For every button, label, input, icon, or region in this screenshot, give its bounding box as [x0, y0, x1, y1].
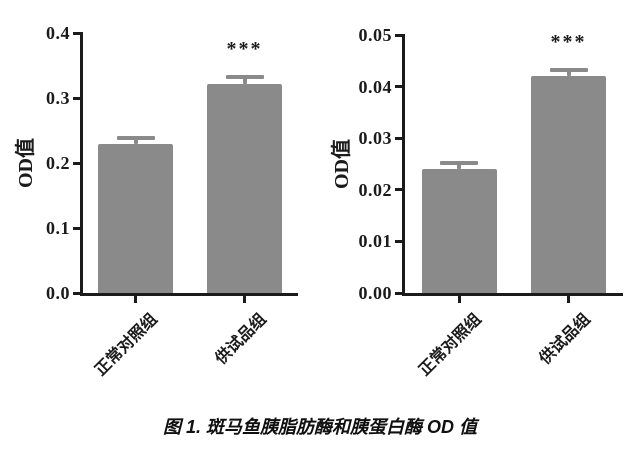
figure-caption: 图 1. 斑马鱼胰脂肪酶和胰蛋白酶 OD 值 [162, 417, 477, 437]
y-tick [395, 239, 402, 243]
y-tick [73, 96, 80, 100]
y-axis-title: OD值 [331, 139, 353, 189]
error-bar-stem-1 [566, 70, 571, 77]
x-tick [134, 296, 137, 303]
y-tick-label: 0.2 [46, 153, 70, 173]
error-bar-cap-1 [225, 75, 264, 80]
error-bar-cap-0 [440, 161, 478, 166]
error-bar-stem-0 [133, 137, 138, 144]
y-tick [73, 31, 80, 35]
y-tick-label: 0.0 [46, 283, 70, 303]
y-tick [395, 33, 402, 37]
bar-group-1 [531, 76, 606, 293]
error-bar-cap-1 [549, 68, 588, 73]
y-tick-label: 0.04 [358, 76, 392, 97]
bar-group-0 [421, 169, 497, 293]
y-tick [395, 188, 402, 192]
y-tick-label: 0.3 [46, 88, 70, 108]
y-tick [73, 291, 80, 295]
y-tick-label: 0.03 [358, 128, 392, 149]
y-tick [73, 161, 80, 165]
x-category-label-0: 正常对照组 [416, 310, 485, 380]
x-tick [567, 296, 570, 303]
x-tick [457, 296, 461, 303]
y-tick [73, 226, 80, 230]
error-bar-stem-0 [457, 163, 461, 170]
y-tick-label: 0.02 [358, 179, 392, 200]
x-axis-line [402, 293, 623, 296]
y-tick-label: 0.01 [358, 231, 392, 252]
y-tick-label: 0.1 [46, 218, 70, 238]
x-axis-line [80, 293, 298, 296]
error-bar-stem-1 [242, 77, 247, 84]
y-axis-line [402, 33, 405, 296]
y-tick-label: 0.4 [46, 23, 70, 43]
error-bar-cap-0 [116, 135, 155, 140]
significance-annotation-1: *** [550, 31, 587, 54]
x-tick [243, 296, 246, 303]
y-tick [395, 136, 402, 140]
x-category-label-1: 供试品组 [536, 310, 595, 368]
bar-group-0 [98, 143, 173, 293]
y-tick [395, 291, 402, 295]
significance-annotation-1: *** [226, 38, 263, 61]
y-tick-label: 0.05 [358, 25, 392, 45]
bar-group-1 [207, 83, 282, 293]
y-tick [395, 85, 402, 89]
y-tick-label: 0.00 [358, 283, 392, 303]
y-axis-line [80, 31, 83, 296]
